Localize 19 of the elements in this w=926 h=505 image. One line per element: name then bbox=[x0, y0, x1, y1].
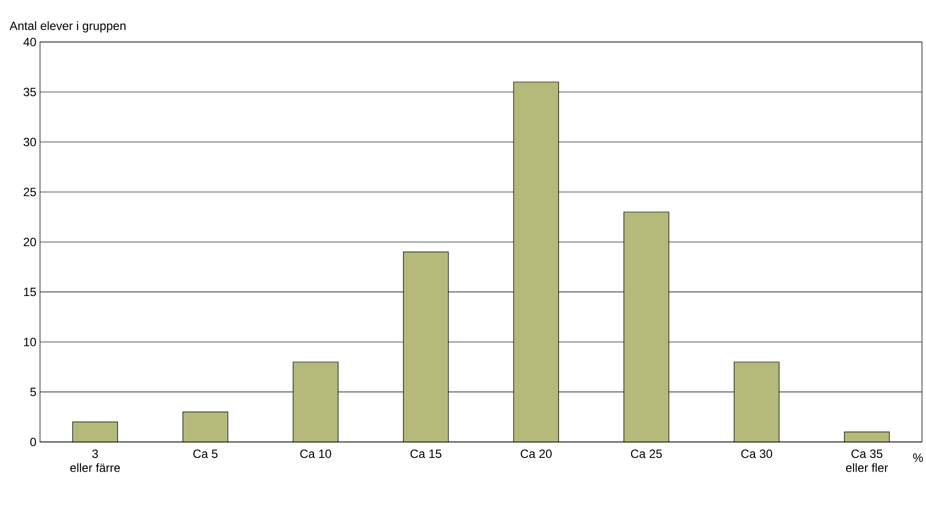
x-tick-label: 3 eller färre bbox=[70, 450, 120, 472]
y-tick-label: 35 bbox=[24, 88, 36, 96]
x-tick-label: Ca 30 bbox=[741, 450, 772, 458]
y-tick-label: 10 bbox=[24, 338, 36, 346]
x-tick-label: Ca 5 bbox=[193, 450, 218, 458]
y-tick-label: 25 bbox=[24, 188, 36, 196]
x-axis-title: % bbox=[913, 454, 923, 462]
x-tick-label: Ca 25 bbox=[630, 450, 662, 458]
x-tick-label: Ca 15 bbox=[410, 450, 442, 458]
y-tick-label: 15 bbox=[24, 288, 36, 296]
y-tick-label: 40 bbox=[23, 38, 36, 46]
x-tick-label: Ca 35 eller fler bbox=[846, 450, 888, 472]
y-tick-label: 20 bbox=[24, 238, 36, 246]
y-tick-label: 5 bbox=[30, 388, 36, 396]
y-tick-label: 30 bbox=[24, 138, 36, 146]
y-axis-title: Antal elever i gruppen bbox=[10, 21, 126, 32]
y-tick-label: 0 bbox=[30, 438, 36, 446]
x-tick-label: Ca 10 bbox=[300, 450, 332, 458]
x-tick-label: Ca 20 bbox=[520, 450, 552, 458]
